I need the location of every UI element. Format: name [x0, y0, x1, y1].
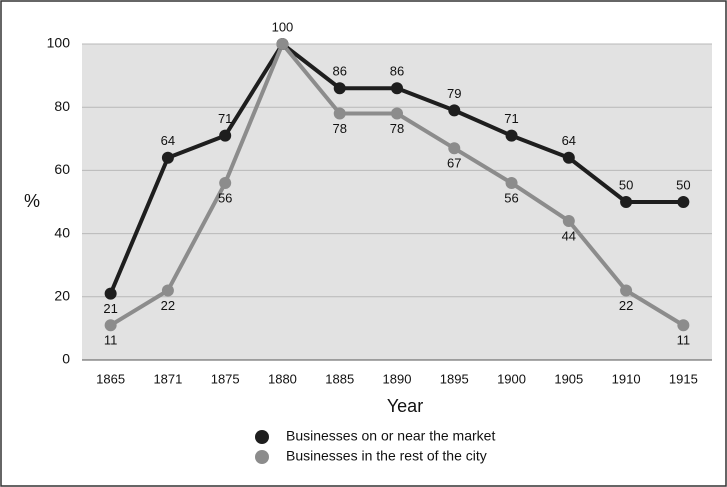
data-label: 78 [332, 121, 346, 136]
data-label: 50 [619, 177, 633, 192]
data-label: 22 [619, 298, 633, 313]
data-label: 50 [676, 177, 690, 192]
y-tick-label: 20 [54, 288, 70, 304]
point [620, 284, 633, 297]
point [104, 319, 117, 332]
data-label: 56 [504, 190, 518, 205]
point [562, 151, 575, 164]
point [161, 151, 174, 164]
x-tick-label: 1885 [325, 371, 354, 386]
data-label: 44 [562, 228, 576, 243]
y-tick-label: 100 [47, 35, 71, 51]
point [219, 177, 232, 190]
legend-marker [255, 450, 269, 464]
legend-label: Businesses on or near the market [286, 428, 495, 444]
legend-marker [255, 430, 269, 444]
x-tick-label: 1890 [383, 371, 412, 386]
x-tick-label: 1875 [211, 371, 240, 386]
data-label: 79 [447, 86, 461, 101]
data-label: 22 [161, 298, 175, 313]
point [505, 177, 518, 190]
y-axis-label: % [24, 191, 40, 211]
point [620, 196, 633, 208]
x-axis-label: Year [387, 396, 423, 416]
y-tick-label: 0 [62, 351, 70, 367]
point [677, 319, 690, 332]
plot-area [82, 44, 712, 360]
point [562, 214, 575, 227]
point [448, 142, 461, 155]
point [276, 38, 289, 50]
data-label: 21 [103, 301, 117, 316]
data-label: 78 [390, 121, 404, 136]
x-tick-label: 1880 [268, 371, 297, 386]
point [104, 287, 117, 300]
data-label: 64 [562, 133, 576, 148]
y-tick-label: 60 [54, 161, 70, 177]
data-label: 71 [504, 111, 518, 126]
x-tick-label: 1900 [497, 371, 526, 386]
y-tick-label: 80 [54, 98, 70, 114]
data-label: 86 [390, 64, 404, 79]
data-label: 71 [218, 111, 232, 126]
point [677, 196, 690, 208]
point [219, 129, 232, 142]
x-tick-label: 1865 [96, 371, 125, 386]
point [391, 82, 403, 95]
y-tick-label: 40 [54, 224, 70, 240]
point [333, 82, 346, 95]
x-tick-label: 1910 [612, 371, 641, 386]
point [333, 107, 346, 120]
point [161, 284, 174, 297]
data-label: 64 [161, 133, 175, 148]
data-label: 100 [272, 19, 294, 34]
data-label: 56 [218, 190, 232, 205]
point [505, 129, 518, 142]
x-tick-label: 1871 [153, 371, 182, 386]
point [391, 107, 403, 120]
data-label: 86 [332, 64, 346, 79]
data-label: 11 [677, 333, 691, 348]
data-label: 11 [104, 333, 118, 348]
x-tick-label: 1905 [554, 371, 583, 386]
point [448, 104, 461, 117]
x-tick-label: 1915 [669, 371, 698, 386]
legend-label: Businesses in the rest of the city [286, 448, 487, 464]
x-tick-label: 1895 [440, 371, 469, 386]
data-label: 67 [447, 156, 461, 171]
